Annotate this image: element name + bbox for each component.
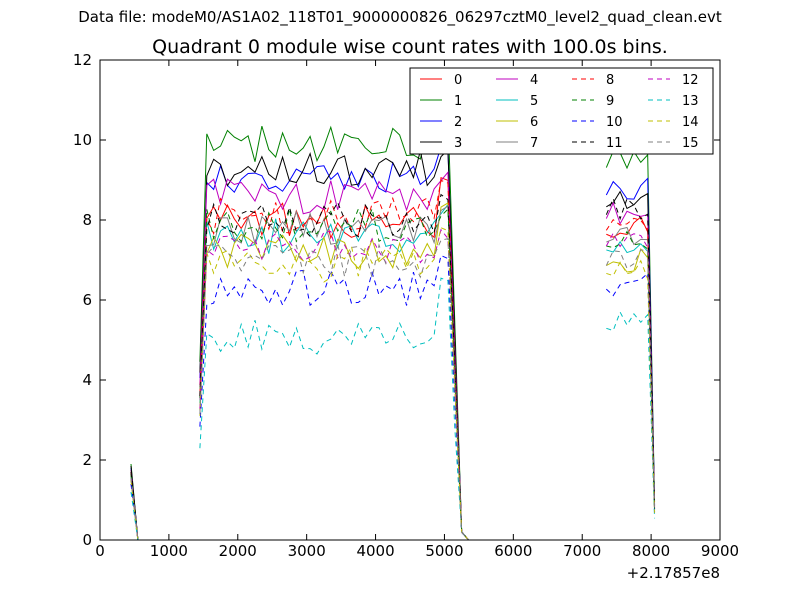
series-line-0	[606, 216, 656, 509]
series-line-3	[199, 148, 600, 541]
series-line-13	[199, 277, 600, 541]
legend-label: 0	[454, 73, 462, 88]
series-line-5	[130, 475, 193, 541]
y-tick-label: 12	[73, 51, 92, 69]
series-line-8	[199, 179, 600, 541]
series-line-0	[130, 469, 193, 541]
legend-label: 9	[606, 94, 614, 109]
series-line-11	[605, 197, 656, 507]
legend-label: 2	[454, 115, 462, 130]
legend-label: 10	[606, 115, 623, 130]
y-tick-label: 8	[82, 211, 92, 229]
series-line-13	[130, 491, 193, 541]
legend-label: 1	[454, 94, 462, 109]
series-line-11	[199, 193, 600, 541]
x-tick-label: 9000	[701, 542, 739, 560]
series-line-10	[199, 254, 600, 541]
legend-label: 14	[682, 115, 699, 130]
series-line-14	[199, 227, 600, 541]
series-line-10	[130, 483, 193, 541]
legend-label: 3	[454, 136, 462, 151]
x-tick-label: 0	[95, 542, 105, 560]
legend-label: 8	[606, 73, 614, 88]
x-tick-label: 8000	[632, 542, 670, 560]
series-line-10	[605, 272, 656, 515]
series-line-2	[130, 467, 193, 541]
x-tick-label: 5000	[425, 542, 463, 560]
series-line-15	[130, 477, 193, 541]
x-tick-label: 2000	[219, 542, 257, 560]
series-line-3	[130, 465, 193, 541]
y-tick-label: 4	[82, 371, 92, 389]
series-line-11	[130, 471, 193, 541]
y-tick-label: 0	[82, 531, 92, 549]
series-line-15	[199, 237, 600, 541]
series-line-12	[130, 477, 193, 541]
suptitle: Data file: modeM0/AS1A02_118T01_90000008…	[78, 8, 722, 26]
series-line-4	[605, 201, 656, 508]
y-tick-label: 10	[73, 131, 92, 149]
y-tick-label: 6	[82, 291, 92, 309]
chart-title: Quadrant 0 module wise count rates with …	[152, 36, 668, 58]
legend-label: 13	[682, 94, 699, 109]
legend-label: 6	[530, 115, 538, 130]
legend-label: 11	[606, 136, 623, 151]
series-line-9	[199, 207, 600, 541]
legend-label: 5	[530, 94, 538, 109]
series-line-6	[199, 202, 600, 541]
y-tick-label: 2	[82, 451, 92, 469]
series-line-5	[606, 240, 656, 511]
series-line-15	[605, 249, 656, 513]
x-tick-label: 1000	[150, 542, 188, 560]
plot-lines	[130, 111, 656, 541]
series-line-4	[130, 471, 193, 541]
series-line-7	[606, 226, 656, 510]
series-line-6	[130, 479, 193, 541]
series-line-12	[605, 232, 656, 511]
series-line-14	[606, 259, 656, 513]
series-line-9	[130, 473, 193, 541]
series-line-9	[606, 230, 656, 511]
axis-ticks: 0 1000 2000 3000 4000 5000 6000 7000 8000 9000 0 2 4…	[73, 51, 739, 560]
legend-label: 7	[530, 136, 538, 151]
series-line-13	[606, 310, 656, 519]
x-tick-label: 4000	[356, 542, 394, 560]
series-line-7	[199, 205, 600, 541]
x-tick-label: 7000	[563, 542, 601, 560]
series-line-1	[130, 463, 193, 541]
x-tick-label: 6000	[494, 542, 532, 560]
legend-label: 4	[530, 73, 538, 88]
legend-label: 15	[682, 136, 699, 151]
series-line-8	[130, 471, 193, 541]
x-tick-label: 3000	[288, 542, 326, 560]
x-offset-label: +2.17857e8	[627, 564, 720, 582]
series-line-7	[130, 475, 193, 541]
series-line-6	[606, 248, 656, 513]
series-line-2	[199, 146, 600, 541]
legend-label: 12	[682, 73, 699, 88]
series-line-12	[199, 228, 600, 541]
series-line-14	[130, 479, 193, 541]
series-line-2	[605, 177, 656, 505]
legend-box	[409, 67, 714, 155]
